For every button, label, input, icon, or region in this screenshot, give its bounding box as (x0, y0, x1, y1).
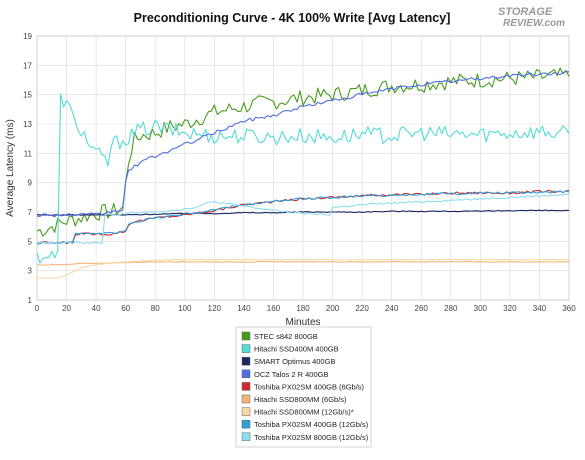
legend-label: Hitachi SSD400M 400GB (254, 345, 339, 354)
x-tick-label: 360 (562, 304, 576, 313)
x-tick-label: 80 (151, 304, 160, 313)
legend-swatch (241, 356, 251, 366)
x-tick-label: 100 (178, 304, 192, 313)
legend-box (235, 326, 372, 448)
logo-line-1: STORAGE (498, 6, 553, 18)
legend-label: Toshiba PX02SM 800GB (12Gb/s) (254, 433, 369, 442)
x-tick-label: 0 (35, 304, 40, 313)
x-tick-label: 300 (474, 304, 488, 313)
legend-swatch (241, 369, 251, 379)
legend-swatch (241, 344, 251, 353)
y-tick-label: 15 (23, 91, 32, 100)
x-tick-label: 260 (415, 304, 429, 313)
y-tick-label: 13 (23, 120, 32, 129)
y-axis-title: Average Latency (ms) (5, 119, 16, 217)
legend-swatch (241, 407, 251, 416)
y-tick-label: 1 (28, 296, 33, 305)
tick-labels: 0 20 40 60 80 100 120 140 160 180 200 220 240 260 280 3… (23, 32, 576, 313)
x-tick-label: 160 (267, 304, 281, 313)
legend-label: OCZ Talos 2 R 400GB (254, 370, 328, 379)
x-tick-label: 60 (121, 304, 130, 313)
legend-label: STEC s842 800GB (254, 332, 318, 341)
legend-label: Toshiba PX02SM 400GB (12Gb/s) (254, 420, 369, 429)
x-tick-label: 240 (385, 304, 399, 313)
y-tick-label: 9 (28, 179, 33, 188)
series-line-7 (36, 258, 570, 279)
x-tick-label: 120 (208, 304, 222, 313)
legend-label: Toshiba PX02SM 400GB (6Gb/s) (254, 382, 365, 391)
x-tick-label: 340 (533, 304, 547, 313)
legend-label: Hitachi SSD800MM (12Gb/s)* (254, 408, 354, 417)
legend-items: STEC s842 800GB Hitachi SSD400M 400GB SMAR… (241, 331, 369, 442)
x-tick-label: 280 (444, 304, 458, 313)
x-tick-label: 220 (355, 304, 369, 313)
series-line-2 (36, 93, 570, 264)
grid (36, 35, 570, 301)
series-line-8 (36, 190, 570, 245)
legend-swatch (241, 394, 251, 404)
x-tick-label: 20 (62, 304, 71, 313)
legend-swatch (241, 331, 251, 341)
series-line-4 (36, 71, 570, 218)
series-lines (36, 67, 570, 279)
x-tick-label: 180 (296, 304, 310, 313)
series-line-9 (36, 193, 570, 245)
legend: STEC s842 800GB Hitachi SSD400M 400GB SMAR… (235, 326, 372, 448)
y-tick-label: 11 (24, 149, 33, 158)
chart-title: Preconditioning Curve - 4K 100% Write [A… (134, 11, 451, 25)
y-tick-label: 17 (23, 61, 32, 70)
legend-swatch (241, 382, 251, 391)
x-tick-label: 40 (92, 304, 101, 313)
y-tick-label: 19 (23, 32, 32, 41)
legend-swatch (241, 432, 251, 442)
x-tick-label: 140 (237, 304, 251, 313)
legend-label: Hitachi SSD800MM (6Gb/s) (254, 395, 347, 404)
x-tick-label: 320 (503, 304, 517, 313)
site-logo: STORAGE REVIEW.com (498, 6, 565, 29)
x-axis-title: Minutes (285, 317, 320, 328)
legend-label: SMART Optimus 400GB (254, 357, 335, 366)
y-tick-label: 7 (28, 208, 33, 217)
y-tick-label: 5 (28, 237, 33, 246)
series-line-3 (36, 209, 570, 216)
y-tick-label: 3 (28, 267, 33, 276)
logo-line-2: REVIEW.com (503, 18, 565, 29)
legend-swatch (241, 419, 251, 429)
x-tick-label: 200 (326, 304, 340, 313)
